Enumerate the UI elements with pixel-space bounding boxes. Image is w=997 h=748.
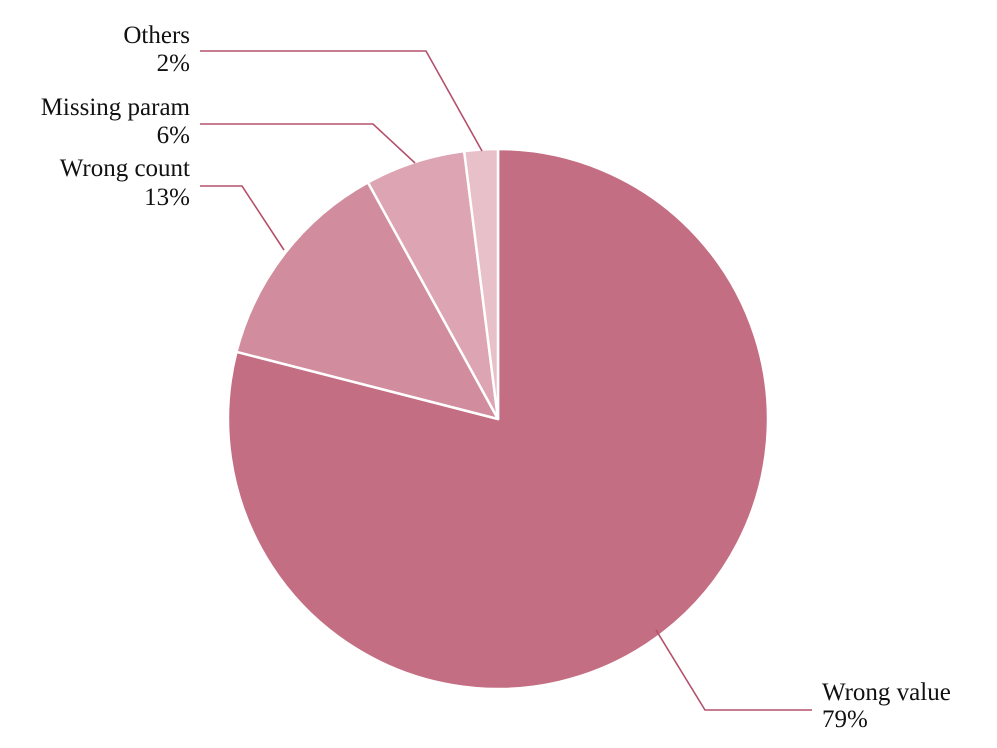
leader-line-wrong-value — [655, 629, 812, 711]
slice-percent-wrong-count: 13% — [144, 184, 190, 211]
leader-line-wrong-count — [200, 185, 285, 251]
slice-percent-wrong-value: 79% — [822, 706, 868, 733]
slice-label-wrong-value: Wrong value — [822, 679, 951, 706]
slice-label-wrong-count: Wrong count — [60, 155, 190, 182]
leader-line-others — [200, 50, 483, 152]
slice-percent-missing-param: 6% — [157, 122, 190, 149]
slice-label-missing-param: Missing param — [41, 94, 191, 121]
slice-percent-others: 2% — [157, 50, 190, 77]
slice-label-others: Others — [123, 22, 190, 49]
pie-slice-wrong-count — [235, 181, 500, 421]
leader-line-missing-param — [200, 123, 416, 164]
